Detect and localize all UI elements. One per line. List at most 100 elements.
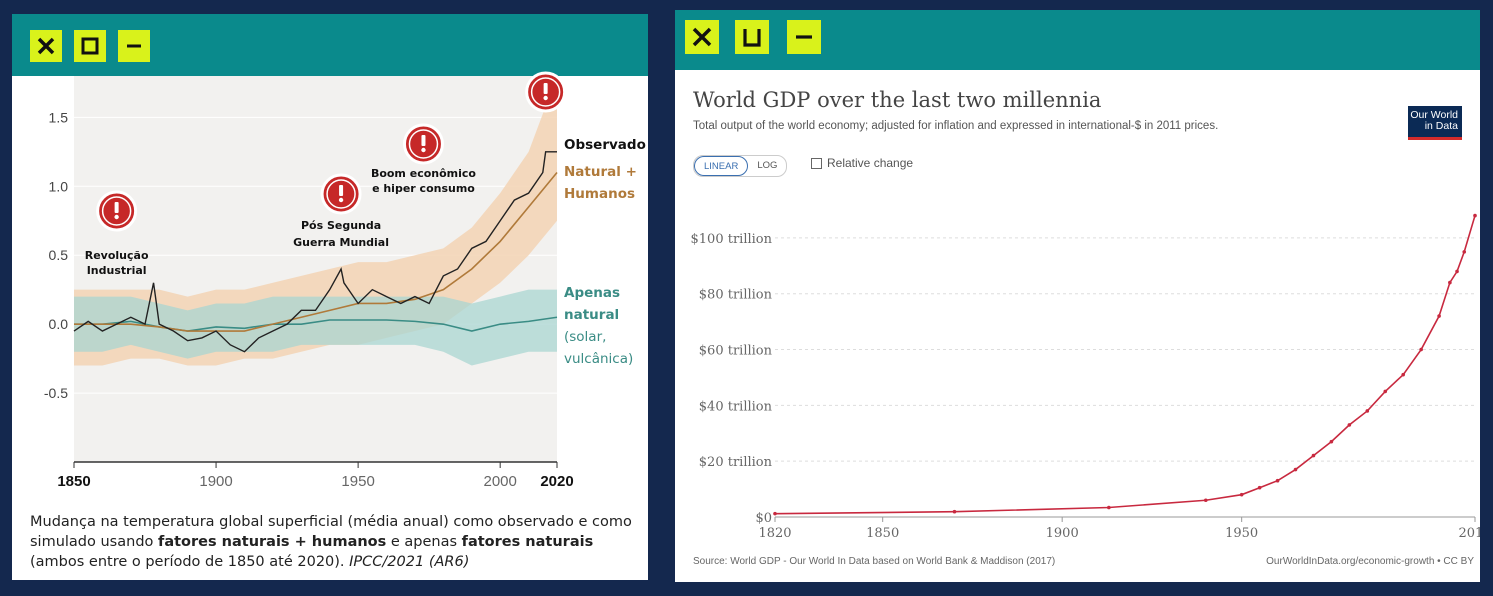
legend-label: Observado	[564, 137, 646, 153]
y-tick-label: $40 trillion	[699, 399, 773, 414]
checkbox-icon[interactable]	[811, 157, 822, 169]
caption: Mudança na temperatura global superficia…	[30, 512, 640, 572]
close-button[interactable]	[30, 30, 62, 62]
x-tick-label: 1850	[57, 473, 90, 490]
caption-source: IPCC/2021 (AR6)	[349, 554, 470, 570]
alert-ring	[326, 179, 356, 209]
relative-change-toggle[interactable]: Relative change	[811, 156, 913, 170]
alert-dot	[421, 147, 426, 153]
maximize-icon	[81, 37, 99, 55]
logo-line-2: in Data	[1424, 120, 1458, 132]
data-point	[1347, 423, 1352, 427]
left-window: 1.5 1.0 0.5 0.0 -0.5 1850 1900 1950 2000 2020 Revo…	[12, 14, 648, 580]
minimize-button[interactable]	[787, 20, 821, 54]
data-point	[1257, 485, 1262, 490]
annotation-label: Industrial	[87, 264, 147, 277]
alert-dot	[114, 214, 119, 220]
chart-subtitle: Total output of the world economy; adjus…	[693, 120, 1219, 132]
data-point	[1275, 478, 1280, 483]
x-tick-label: 1850	[866, 526, 899, 541]
minimize-icon	[796, 35, 812, 39]
x-tick-label: 1950	[1225, 526, 1258, 541]
data-point	[1383, 389, 1388, 394]
annotation-label: e hiper consumo	[372, 182, 475, 195]
y-tick-label: $100 trillion	[691, 232, 773, 247]
band-natural-human	[74, 76, 557, 366]
alert-icon	[525, 71, 567, 113]
minimize-button[interactable]	[118, 30, 150, 62]
alert-dot	[338, 197, 344, 203]
caption-bold-2: fatores naturais	[461, 534, 594, 550]
data-point	[1437, 314, 1441, 318]
annotation-label: Revolução	[85, 249, 149, 262]
data-point	[1203, 498, 1208, 503]
data-point	[952, 509, 957, 514]
data-point	[1473, 213, 1477, 218]
data-point	[1365, 409, 1370, 413]
x-tick-label: 1900	[199, 473, 232, 490]
close-button[interactable]	[685, 20, 719, 54]
legend-label: Natural +	[564, 164, 637, 180]
series-world-gdp	[774, 215, 1476, 515]
x-tick-label: 2015	[1458, 526, 1480, 541]
alert-bar	[339, 185, 344, 196]
chart-title: World GDP over the last two millennia	[693, 88, 1102, 112]
maximize-button[interactable]	[74, 30, 106, 62]
close-icon	[37, 37, 55, 55]
close-icon	[692, 27, 712, 47]
x-tick-label: 2000	[483, 473, 516, 490]
caption-text-3: (ambos entre o período de 1850 até 2020)…	[30, 554, 350, 570]
alert-ring	[101, 196, 132, 226]
data-point	[1419, 347, 1423, 352]
legend-label: (solar,	[564, 329, 606, 345]
alert-ring	[530, 77, 561, 107]
band-natural-only	[74, 289, 557, 366]
gdp-chart: $0 $20 trillion $40 trillion $60 trillion $8…	[691, 213, 1480, 541]
data-point	[1293, 467, 1298, 472]
alert-bar	[543, 83, 548, 94]
data-point	[773, 511, 777, 516]
alert-ring	[408, 129, 439, 159]
caption-bold-1: fatores naturais + humanos	[158, 534, 387, 550]
caption-text: Mudança na temperatura global superficia…	[30, 514, 632, 550]
linear-button[interactable]: LINEAR	[694, 156, 749, 176]
annotation-label: Pós Segunda	[301, 219, 381, 232]
alert-icon	[402, 123, 444, 165]
credit-link[interactable]: OurWorldInData.org/economic-growth • CC …	[1266, 556, 1474, 567]
alert-bar	[114, 202, 119, 213]
alert-icon	[96, 190, 138, 232]
x-tick-label: 1950	[341, 473, 374, 490]
maximize-button[interactable]	[735, 20, 769, 54]
annotation-label: Guerra Mundial	[293, 236, 389, 249]
alert-dot	[543, 95, 548, 101]
log-button[interactable]: LOG	[757, 160, 778, 171]
y-tick-label: $20 trillion	[699, 455, 773, 470]
y-tick-label: 1.5	[49, 109, 69, 125]
series-natural-human	[74, 171, 558, 332]
owid-logo[interactable]: Our World in Data	[1408, 106, 1462, 140]
data-point	[1239, 492, 1244, 497]
minimize-icon	[127, 44, 141, 48]
x-tick-label: 2020	[540, 473, 573, 490]
y-tick-label: 0.5	[49, 247, 69, 263]
data-point	[1107, 505, 1111, 510]
y-tick-label: $60 trillion	[699, 344, 773, 359]
data-point	[1448, 280, 1452, 285]
source-text[interactable]: Source: World GDP - Our World In Data ba…	[693, 556, 1056, 567]
data-point	[1329, 439, 1334, 444]
y-tick-label: -0.5	[44, 385, 68, 401]
right-window: World GDP over the last two millennia To…	[675, 10, 1480, 582]
relative-change-label: Relative change	[827, 156, 914, 170]
y-tick-label: 0.0	[49, 316, 69, 332]
y-tick-label: $80 trillion	[699, 288, 773, 303]
y-tick-label: $0	[755, 511, 772, 526]
data-point	[1455, 269, 1459, 274]
annotation-label: Boom econômico	[371, 167, 476, 180]
right-titlebar	[675, 10, 1480, 70]
legend-label: natural	[564, 307, 619, 323]
y-tick-label: 1.0	[49, 178, 69, 194]
data-point	[1401, 372, 1406, 377]
caption-text-2: e apenas	[386, 534, 462, 550]
alert-icon	[320, 173, 362, 215]
legend-label: Humanos	[564, 186, 635, 202]
